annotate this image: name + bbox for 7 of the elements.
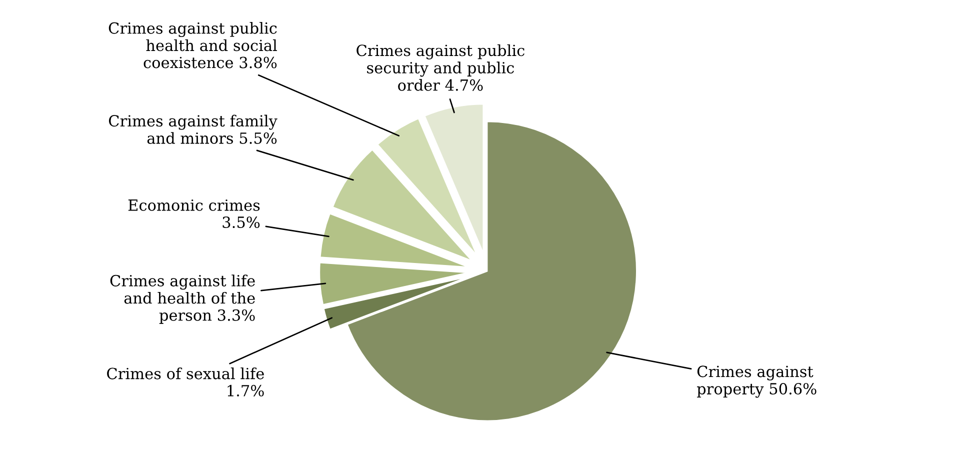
slice-label: Crimes against family and minors 5.5% <box>108 114 278 144</box>
slice-label: Crimes of sexual life 1.7% <box>107 367 264 396</box>
slice-label: Crimes against life and health of the person 3.3% <box>110 274 255 324</box>
slice-label: Crimes against property 50.6% <box>697 366 816 398</box>
slice-label: Crimes against public health and social coexistence 3.8% <box>108 22 277 68</box>
slice-label: Ecomonic crimes 3.5% <box>128 199 260 228</box>
slice-label: Crimes against public security and public order 4.7% <box>356 44 524 91</box>
